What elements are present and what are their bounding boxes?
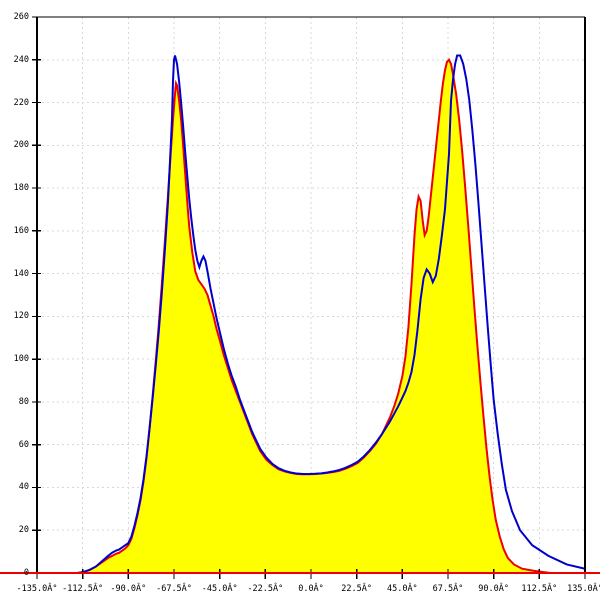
x-tick-label: -90.0Â° — [110, 584, 147, 594]
y-tick-label: 260 — [13, 12, 29, 22]
y-tick-label: 80 — [18, 396, 29, 407]
x-tick-label: 112.5Â° — [521, 584, 558, 594]
y-tick-label: 140 — [13, 268, 29, 279]
series-lines — [37, 54, 586, 574]
x-tick-label: -22.5Â° — [247, 584, 284, 594]
y-tick-label: 180 — [13, 183, 29, 194]
y-tick-label: 220 — [13, 97, 29, 108]
series-fill — [37, 59, 585, 573]
y-tick-label: 0 — [23, 568, 29, 578]
y-tick-label: 60 — [18, 439, 29, 450]
x-tick-label: 22.5Â° — [341, 584, 373, 594]
y-tick-label: 100 — [13, 354, 29, 365]
y-tick-label: 120 — [13, 311, 29, 322]
x-tick-label: 90.0Â° — [478, 584, 510, 594]
x-tick-label: -135.0Â° — [16, 584, 58, 594]
y-tick-label: 200 — [13, 140, 29, 151]
y-tick-label: 40 — [18, 482, 29, 493]
x-tick-label: 45.0Â° — [386, 584, 418, 594]
x-tick-label: 67.5Â° — [432, 584, 464, 594]
y-tick-label: 240 — [13, 54, 29, 65]
x-tick-label: -67.5Â° — [156, 584, 192, 594]
y-tick-label: 160 — [13, 225, 29, 236]
x-tick-label: 135.0Â° — [567, 584, 600, 594]
x-tick-label: 0.0Â° — [298, 584, 324, 594]
x-tick-label: -45.0Â° — [201, 584, 238, 594]
y-tick-label: 20 — [18, 525, 29, 536]
x-tick-label: -112.5Â° — [62, 584, 104, 594]
